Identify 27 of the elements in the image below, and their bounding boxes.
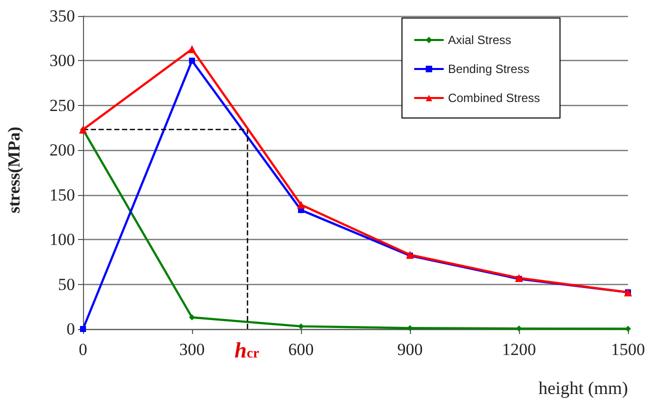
y-axis-title: stress(MPa) [4, 126, 24, 214]
x-tick-label: 0 [78, 340, 88, 359]
x-tick-label: 300 [179, 340, 205, 359]
legend-label: Combined Stress [448, 91, 540, 105]
y-tick-label: 350 [50, 6, 75, 26]
x-tick-label: 1200 [502, 340, 536, 359]
y-tick-label: 50 [58, 274, 75, 294]
legend-label: Axial Stress [448, 33, 512, 47]
point [189, 58, 195, 64]
y-tick-label: 200 [50, 140, 75, 160]
y-tick-label: 100 [50, 230, 75, 250]
point [189, 314, 195, 320]
point [625, 326, 631, 332]
x-tick-label: 600 [288, 340, 314, 359]
point [80, 326, 86, 332]
y-tick-label: 0 [66, 320, 75, 338]
y-tick-label: 150 [50, 185, 75, 204]
y-tick-label: 300 [50, 51, 75, 70]
point [188, 45, 196, 54]
x-axis-title: height (mm) [538, 378, 628, 398]
ref-line-label: hcr [234, 338, 260, 362]
x-tick-label: 900 [397, 340, 423, 359]
x-tick-label: 1500 [611, 340, 645, 359]
legend-label: Bending Stress [448, 62, 530, 76]
point [297, 200, 305, 209]
point [298, 323, 304, 330]
y-tick-label: 250 [50, 96, 75, 115]
